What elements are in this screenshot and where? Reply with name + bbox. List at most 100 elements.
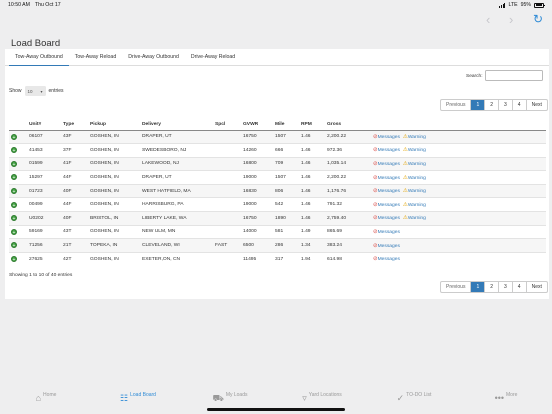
- table-row[interactable]: +00499 44F GOSHEN, IN HARRISBURG, PA 19000 54…: [9, 197, 546, 212]
- cell-gvwr: 16750: [241, 129, 273, 144]
- chevron-left-icon[interactable]: ‹: [486, 12, 491, 27]
- column-header[interactable]: Delivery: [140, 120, 213, 131]
- cell-gross: 2,200.22: [325, 170, 371, 185]
- page-2-button[interactable]: 2: [485, 282, 500, 292]
- next-button[interactable]: Next: [531, 102, 542, 108]
- messages-label: Messages: [377, 175, 400, 181]
- plus-circle-icon[interactable]: +: [11, 228, 17, 236]
- no-entry-icon: ⊘: [373, 133, 378, 140]
- column-header[interactable]: RPM: [299, 120, 325, 131]
- plus-circle-icon[interactable]: +: [11, 160, 17, 168]
- page-4-button[interactable]: 4: [513, 100, 527, 110]
- tab-bar-to-do-list[interactable]: ✓ TO-DO List: [368, 390, 460, 414]
- messages-link[interactable]: ⊘Messages: [373, 147, 400, 154]
- tab-tow-away-reload[interactable]: Tow-Away Reload: [74, 54, 117, 60]
- column-header[interactable]: Pickup: [88, 120, 140, 131]
- warning-link[interactable]: ⚠Warning: [403, 202, 426, 208]
- page-2-button[interactable]: 2: [485, 100, 500, 110]
- tab-bar-yard-locations[interactable]: ▿ Yard Locations: [276, 390, 368, 414]
- warning-link[interactable]: ⚠Warning: [403, 175, 426, 181]
- tab-bar-my-loads[interactable]: ⛟ My Loads: [184, 390, 276, 414]
- warning-link[interactable]: ⚠Warning: [403, 188, 426, 194]
- entries-select[interactable]: 10 ▾: [24, 86, 46, 96]
- messages-link[interactable]: ⊘Messages: [373, 215, 400, 221]
- plus-circle-icon[interactable]: +: [11, 188, 17, 196]
- plus-circle-icon[interactable]: +: [11, 147, 17, 155]
- row-expand-cell: +: [9, 170, 27, 185]
- column-header[interactable]: Type: [61, 120, 88, 131]
- cell-rpm: 1.34: [299, 238, 325, 253]
- chevron-right-icon[interactable]: ›: [509, 12, 514, 27]
- column-header[interactable]: GVWR: [241, 120, 273, 131]
- warning-link[interactable]: ⚠Warning: [402, 147, 426, 154]
- column-header[interactable]: Unit#: [27, 120, 61, 131]
- table-row[interactable]: +59169 43T GOSHEN, IN NEW ULM, MN 14000 581 1.…: [9, 224, 546, 239]
- messages-link[interactable]: ⊘Messages: [373, 188, 400, 194]
- page-1-button[interactable]: 1: [471, 100, 486, 110]
- row-actions: ⊘Messages: [371, 224, 546, 239]
- tab-bar-home[interactable]: ⌂ Home: [0, 390, 92, 414]
- no-entry-icon: ⊘: [373, 147, 378, 154]
- plus-circle-icon[interactable]: +: [11, 133, 17, 141]
- messages-link[interactable]: ⊘Messages: [373, 228, 400, 235]
- messages-link[interactable]: ⊘Messages: [373, 243, 400, 249]
- column-header[interactable]: Spcl: [213, 120, 241, 131]
- table-info: Showing 1 to 10 of 40 entries: [9, 273, 73, 278]
- warning-label: Warning: [407, 134, 426, 140]
- cell-spcl: [213, 183, 241, 198]
- plus-circle-icon[interactable]: +: [11, 174, 17, 182]
- plus-circle-icon[interactable]: +: [11, 215, 17, 223]
- warning-link[interactable]: ⚠Warning: [403, 215, 426, 221]
- page-3-button[interactable]: 3: [499, 282, 513, 292]
- table-row[interactable]: +71256 21T TOPEKA, IN CLEVELAND, WI FAST 6500…: [9, 238, 546, 253]
- tab-bar-label: Load Board: [130, 392, 156, 398]
- tab-tow-away-outbound[interactable]: Tow-Away Outbound: [9, 49, 69, 66]
- search-input[interactable]: [485, 70, 543, 81]
- tab-bar-more[interactable]: ••• More: [460, 390, 552, 414]
- tab-drive-away-reload[interactable]: Drive-Away Reload: [190, 54, 236, 60]
- previous-button[interactable]: Previous: [441, 282, 472, 292]
- messages-link[interactable]: ⊘Messages: [373, 256, 400, 262]
- column-header[interactable]: Gross: [325, 120, 371, 131]
- messages-link[interactable]: ⊘Messages: [373, 161, 400, 167]
- warning-triangle-icon: ⚠: [402, 147, 408, 154]
- cell-unit: 01723: [27, 183, 61, 198]
- tab-drive-away-outbound[interactable]: Drive-Away Outbound: [128, 54, 179, 60]
- load-table: Unit# Type Pickup Delivery Spcl GVWR Mile RPM Gr…: [9, 120, 546, 266]
- messages-link[interactable]: ⊘Messages: [373, 202, 400, 208]
- table-row[interactable]: +06107 43F GOSHEN, IN DRAPER, UT 16750 1507 1.…: [9, 129, 546, 144]
- cell-rpm: 1.46: [299, 129, 325, 144]
- tab-bar-load-board[interactable]: ☷ Load Board: [92, 390, 184, 414]
- plus-circle-icon[interactable]: +: [11, 256, 17, 264]
- page-3-button[interactable]: 3: [499, 100, 513, 110]
- warning-label: Warning: [407, 202, 426, 208]
- table-row[interactable]: +15297 44F GOSHEN, IN DRAPER, UT 19000 1507 1.…: [9, 170, 546, 185]
- table-row[interactable]: +01599 41F GOSHEN, IN LAKEWOOD, NJ 16800 709 1…: [9, 156, 546, 171]
- messages-label: Messages: [377, 243, 400, 249]
- table-row[interactable]: +27625 42T GOSHEN, IN EXETER,ON, CN 11495 317…: [9, 251, 546, 266]
- column-header[interactable]: Mile: [273, 120, 299, 131]
- tab-bar-label: My Loads: [225, 392, 248, 398]
- warning-label: Warning: [407, 175, 426, 181]
- cell-mile: 581: [273, 224, 299, 239]
- warning-triangle-icon: ⚠: [402, 133, 408, 140]
- plus-circle-icon[interactable]: +: [11, 242, 17, 250]
- plus-circle-icon[interactable]: +: [11, 201, 17, 209]
- table-row[interactable]: +01723 40F GOSHEN, IN WEST HATFIELD, MA 1683…: [9, 183, 546, 198]
- messages-link[interactable]: ⊘Messages: [373, 175, 400, 181]
- page-1-button[interactable]: 1: [471, 282, 486, 292]
- table-row[interactable]: + U0202 40F BRISTOL, IN LIBERTY LAKE, WA 1675…: [9, 211, 546, 226]
- next-button[interactable]: Next: [531, 284, 542, 290]
- no-entry-icon: ⊘: [373, 228, 378, 235]
- messages-link[interactable]: ⊘Messages: [373, 133, 400, 140]
- column-header-add: [9, 120, 27, 131]
- column-header-actions: [371, 120, 546, 131]
- cell-type: 21T: [61, 238, 88, 253]
- table-row[interactable]: +41453 37F GOSHEN, IN SWEDESBORO, NJ 14260 66…: [9, 143, 546, 158]
- page-4-button[interactable]: 4: [513, 282, 527, 292]
- previous-button[interactable]: Previous: [441, 100, 472, 110]
- warning-link[interactable]: ⚠Warning: [402, 133, 426, 140]
- warning-link[interactable]: ⚠Warning: [403, 161, 426, 167]
- refresh-icon[interactable]: ↻: [533, 12, 544, 26]
- cell-type: 42T: [61, 251, 88, 266]
